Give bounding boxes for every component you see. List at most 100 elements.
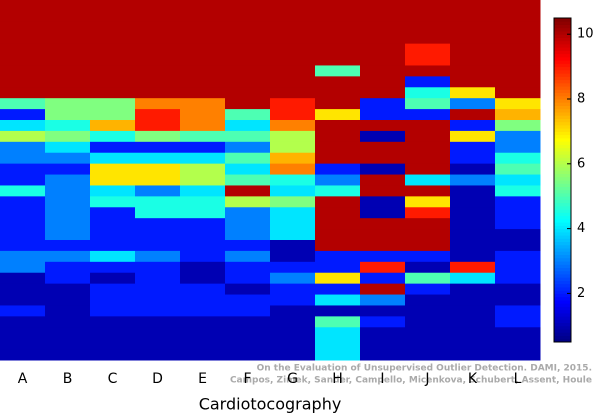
heatmap-cell [225, 327, 271, 339]
heatmap-cell [450, 185, 496, 197]
heatmap-cell [180, 163, 226, 176]
heatmap-cell [270, 0, 316, 12]
heatmap-cell [360, 0, 406, 12]
heatmap-cell [45, 294, 91, 306]
heatmap-cell [450, 141, 496, 154]
x-tick-label: I [380, 371, 384, 387]
heatmap-cell [45, 21, 91, 34]
heatmap-cell [90, 130, 136, 143]
heatmap-cell [225, 141, 271, 154]
colorbar-segment [554, 180, 571, 184]
heatmap-cell [135, 87, 181, 99]
heatmap-cell [495, 141, 541, 154]
heatmap-cell [45, 152, 91, 165]
heatmap-cell [450, 316, 496, 328]
colorbar-segment [554, 160, 571, 165]
heatmap-cell [495, 240, 541, 252]
heatmap-cell [270, 76, 316, 88]
heatmap-cell [90, 43, 136, 56]
heatmap-cell [0, 98, 46, 110]
heatmap-cell [135, 196, 181, 208]
heatmap-cell [450, 54, 496, 66]
heatmap-cell [450, 261, 496, 274]
colorbar-segment [554, 111, 571, 116]
heatmap-cell [90, 316, 136, 328]
colorbar-segment [554, 102, 571, 106]
colorbar-segment [554, 267, 571, 272]
heatmap-cell [270, 163, 316, 176]
heatmap-cell [360, 130, 406, 143]
heatmap-cell [270, 43, 316, 56]
colorbar-segment [554, 303, 571, 307]
heatmap-cell [90, 294, 136, 306]
heatmap-cell [0, 294, 46, 306]
colorbar-segment [554, 79, 571, 84]
colorbar-segment [554, 43, 571, 48]
colorbar-segment [554, 325, 571, 330]
heatmap-cell [270, 240, 316, 252]
heatmap-cell [225, 349, 271, 361]
heatmap-cell [135, 207, 181, 219]
heatmap-cell [315, 76, 361, 88]
heatmap-cell [405, 218, 451, 230]
heatmap-cell [45, 10, 91, 23]
x-tick-label: G [287, 371, 298, 387]
heatmap-cell [270, 54, 316, 66]
heatmap-cell [180, 10, 226, 23]
heatmap-cell [360, 10, 406, 23]
heatmap-cell [180, 43, 226, 56]
heatmap-cell [45, 261, 91, 274]
colorbar-segment [554, 235, 571, 239]
heatmap-cell [135, 0, 181, 12]
heatmap-cell [315, 174, 361, 186]
colorbar-segment [554, 212, 571, 217]
heatmap-cell [405, 229, 451, 241]
heatmap-cell [450, 120, 496, 132]
heatmap-cell [360, 218, 406, 230]
heatmap-cell [405, 120, 451, 132]
heatmap-cell [180, 240, 226, 252]
heatmap-cell [315, 32, 361, 45]
colorbar-segment [554, 131, 571, 136]
heatmap-cell [270, 218, 316, 230]
colorbar-segment [554, 167, 571, 171]
x-tick-label: L [514, 371, 522, 387]
heatmap-cell [135, 152, 181, 165]
heatmap-cell [270, 120, 316, 132]
heatmap-cell [225, 283, 271, 296]
x-tick-label: K [468, 371, 478, 387]
heatmap-cell [315, 109, 361, 121]
heatmap-cell [0, 54, 46, 66]
heatmap-cell [495, 185, 541, 197]
heatmap-cell [270, 250, 316, 263]
heatmap-cell [450, 98, 496, 110]
footnote: On the Evaluation of Unsupervised Outlie… [257, 364, 592, 374]
heatmap-cell [495, 327, 541, 339]
heatmap-cell [135, 240, 181, 252]
colorbar-tick-label: 6 [577, 156, 585, 171]
x-tick-label: J [424, 371, 429, 387]
heatmap-cell [405, 152, 451, 165]
heatmap-cell [0, 141, 46, 154]
heatmap-cell [315, 272, 361, 285]
heatmap-cell [495, 120, 541, 132]
heatmap-cell [225, 250, 271, 263]
heatmap-cell [45, 65, 91, 77]
heatmap-cell [0, 130, 46, 143]
heatmap-cell [225, 316, 271, 328]
heatmap-cell [180, 54, 226, 66]
heatmap-cell [90, 141, 136, 154]
heatmap-cell [270, 283, 316, 296]
heatmap-cell [360, 294, 406, 306]
heatmap-cell [315, 120, 361, 132]
colorbar-segment [554, 137, 571, 142]
colorbar-segment [554, 157, 571, 162]
heatmap-cell [450, 0, 496, 12]
heatmap-cell [315, 152, 361, 165]
heatmap-cell [450, 130, 496, 143]
heatmap-cell [180, 218, 226, 230]
heatmap-cell [405, 21, 451, 34]
heatmap-cell [90, 229, 136, 241]
colorbar-segment [554, 186, 571, 191]
heatmap-cell [0, 250, 46, 263]
